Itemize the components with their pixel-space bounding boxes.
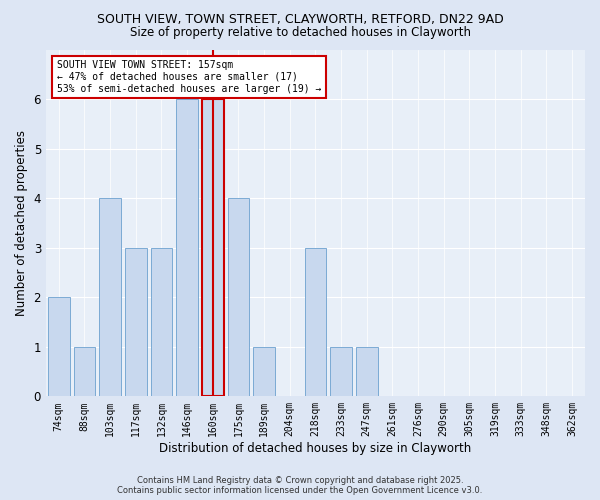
Bar bbox=[176, 100, 198, 397]
Bar bbox=[74, 347, 95, 397]
Y-axis label: Number of detached properties: Number of detached properties bbox=[15, 130, 28, 316]
Text: SOUTH VIEW TOWN STREET: 157sqm
← 47% of detached houses are smaller (17)
53% of : SOUTH VIEW TOWN STREET: 157sqm ← 47% of … bbox=[56, 60, 321, 94]
Text: Contains HM Land Registry data © Crown copyright and database right 2025.
Contai: Contains HM Land Registry data © Crown c… bbox=[118, 476, 482, 495]
Text: Size of property relative to detached houses in Clayworth: Size of property relative to detached ho… bbox=[130, 26, 470, 39]
Bar bbox=[305, 248, 326, 396]
Bar bbox=[99, 198, 121, 396]
Bar bbox=[151, 248, 172, 396]
Bar bbox=[253, 347, 275, 397]
Text: SOUTH VIEW, TOWN STREET, CLAYWORTH, RETFORD, DN22 9AD: SOUTH VIEW, TOWN STREET, CLAYWORTH, RETF… bbox=[97, 12, 503, 26]
Bar bbox=[125, 248, 146, 396]
Bar bbox=[330, 347, 352, 397]
Bar bbox=[202, 100, 224, 397]
Bar bbox=[48, 298, 70, 396]
Bar bbox=[356, 347, 378, 397]
X-axis label: Distribution of detached houses by size in Clayworth: Distribution of detached houses by size … bbox=[160, 442, 472, 455]
Bar bbox=[227, 198, 250, 396]
